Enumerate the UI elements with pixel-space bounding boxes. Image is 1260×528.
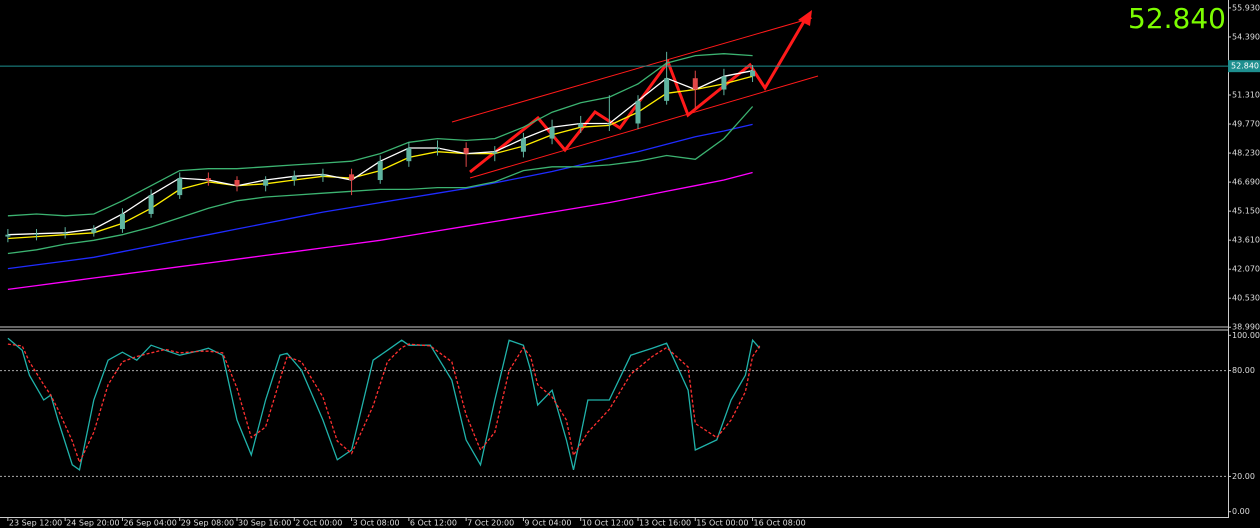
candle-body [62, 232, 68, 234]
candle-body [750, 70, 756, 77]
x-tick-label: 16 Oct 08:00 [754, 519, 806, 528]
candle-body [119, 213, 125, 230]
candle-body [578, 123, 584, 128]
candle-body [148, 195, 154, 214]
candle-body [664, 78, 670, 101]
y-tick-label: 51.310 [1232, 91, 1260, 100]
series-line [7, 343, 761, 465]
series-line [7, 106, 754, 255]
x-tick-label: 15 Oct 00:00 [696, 519, 748, 528]
candle-body [5, 234, 11, 237]
candle-body [34, 233, 40, 235]
y-tick-label: 54.390 [1232, 32, 1260, 41]
x-tick-label: 7 Oct 20:00 [467, 519, 514, 528]
x-tick-label: 29 Sep 08:00 [181, 519, 234, 528]
x-tick-label: 2 Oct 00:00 [295, 519, 342, 528]
candle-body [91, 229, 97, 233]
x-tick-label: 10 Oct 12:00 [582, 519, 634, 528]
candle-body [463, 147, 469, 154]
y-tick-label: 0.00 [1232, 507, 1250, 516]
candle-body [234, 180, 240, 186]
candle-body [177, 178, 183, 196]
candle-body [549, 127, 555, 139]
y-tick-label: 80.00 [1232, 366, 1255, 375]
series-line [7, 123, 753, 270]
candle-body [692, 78, 698, 90]
price-label-box [1228, 60, 1260, 73]
candle-body [721, 76, 727, 90]
y-tick-label: 40.530 [1232, 294, 1260, 303]
y-tick-label: 38.990 [1232, 323, 1260, 332]
candle-body [606, 123, 612, 125]
y-tick-label: 55.930 [1232, 3, 1260, 12]
channel-line [469, 75, 819, 179]
x-tick-label: 9 Oct 04:00 [524, 519, 571, 528]
candle-body [291, 176, 297, 181]
y-tick-label: 100.00 [1232, 331, 1260, 340]
x-tick-label: 24 Sep 20:00 [66, 519, 119, 528]
candle-body [434, 147, 440, 149]
price-label: 52.840 [1231, 62, 1259, 71]
y-tick-label: 20.00 [1232, 472, 1255, 481]
y-tick-label: 42.070 [1232, 265, 1260, 274]
channel-line [451, 17, 813, 123]
x-tick-label: 30 Sep 16:00 [238, 519, 291, 528]
candle-body [635, 100, 641, 124]
x-tick-label: 23 Sep 12:00 [9, 519, 62, 528]
y-tick-label: 43.610 [1232, 236, 1260, 245]
candle-body [263, 180, 269, 186]
candle-body [520, 138, 526, 152]
x-tick-label: 26 Sep 04:00 [123, 519, 176, 528]
current-price-big: 52.840 [1128, 2, 1226, 35]
y-tick-label: 46.690 [1232, 178, 1260, 187]
candle-body [205, 178, 211, 181]
series-line [7, 53, 753, 217]
x-tick-label: 13 Oct 16:00 [639, 519, 691, 528]
y-tick-label: 49.770 [1232, 120, 1260, 129]
y-tick-label: 48.230 [1232, 149, 1260, 158]
series-line [7, 171, 753, 291]
arrow-head [798, 10, 812, 26]
candle-body [492, 151, 498, 154]
candle-body [349, 174, 355, 181]
y-tick-label: 45.150 [1232, 207, 1260, 216]
x-tick-label: 3 Oct 08:00 [353, 519, 400, 528]
candle-body [377, 161, 383, 181]
candle-body [320, 174, 326, 177]
series-line [7, 337, 761, 472]
candle-body [406, 147, 412, 162]
x-tick-label: 6 Oct 12:00 [410, 519, 457, 528]
